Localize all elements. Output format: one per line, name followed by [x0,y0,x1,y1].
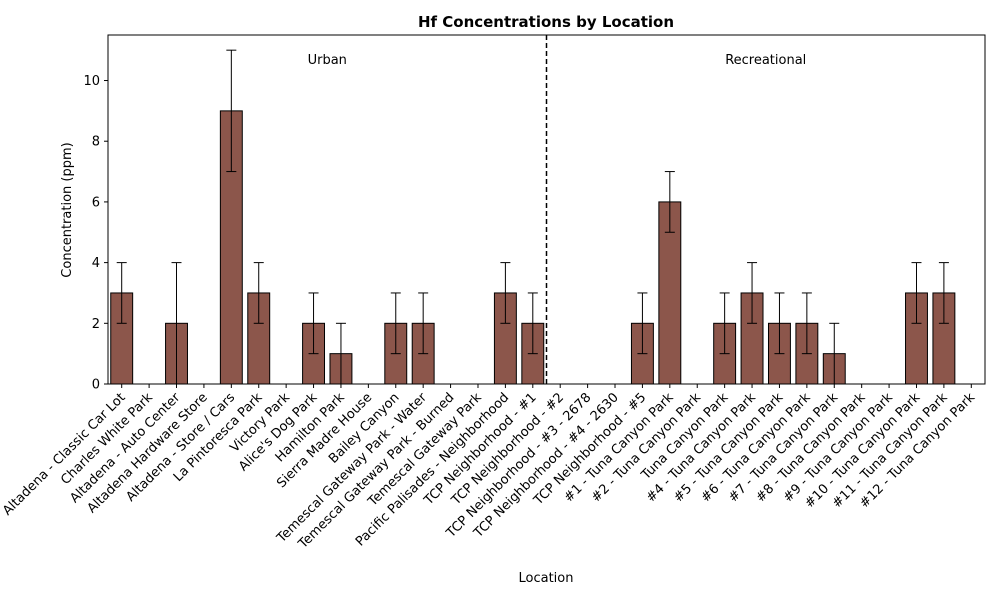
y-tick-label: 8 [92,135,100,150]
plot-frame [107,34,986,385]
y-tick-label: 4 [92,256,100,271]
x-axis-label: Location [519,571,574,586]
group-annotation: Urban [308,53,347,68]
y-tick-label: 2 [92,317,100,332]
y-tick-label: 0 [92,378,100,393]
y-axis-label: Concentration (ppm) [60,142,75,277]
y-tick-label: 10 [83,74,100,89]
group-annotation: Recreational [725,53,806,68]
y-tick-label: 6 [92,195,100,210]
x-tick-label: Altadena - Auto Center [67,390,183,506]
chart-title: Hf Concentrations by Location [418,13,674,31]
